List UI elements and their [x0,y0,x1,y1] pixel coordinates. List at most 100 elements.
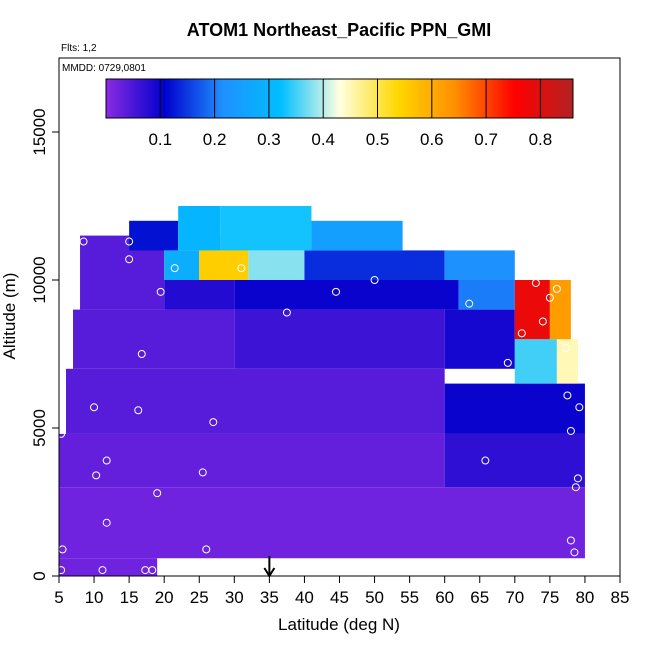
latitude-marker-arrow [263,556,276,578]
heatmap-cell [311,220,403,251]
x-tick-label: 25 [190,588,209,607]
sample-point [98,566,107,575]
colorbar-tick-label: 0.8 [529,130,553,149]
heatmap-cell [444,433,585,488]
heatmap-cell [304,250,445,280]
sample-point [209,418,218,427]
sample-point [102,518,111,527]
heatmap-cell [220,206,312,251]
marker-head [263,567,276,578]
x-tick-label: 5 [54,588,63,607]
sample-point [566,536,575,545]
x-tick-label: 65 [470,588,489,607]
heatmap-cell [164,280,235,310]
heatmap-cell [73,309,235,369]
heatmap-cell [234,309,445,369]
colorbar-gradient [105,78,574,119]
sample-point [79,237,88,246]
sample-point [134,406,143,415]
sample-point [57,429,66,438]
x-tick-label: 60 [435,588,454,607]
heatmap-cell [549,280,571,340]
sample-point [153,489,162,498]
sample-point [575,403,584,412]
sample-point [137,350,146,358]
heatmap-cell [458,280,515,310]
y-axis: 0 5000 10000 15000 [30,108,59,581]
sample-point [571,483,580,492]
sample-point [331,287,340,296]
sample-point [545,293,554,302]
heatmap-cell [444,383,585,434]
sample-point [170,264,179,273]
x-tick-label: 20 [155,588,174,607]
heatmap-cell [66,368,445,434]
sample-point [493,234,502,243]
y-tick-label: 5000 [30,409,49,447]
sample-point [92,471,101,480]
colorbar: 0.1 0.2 0.3 0.4 0.5 0.6 0.7 0.8 [105,78,574,149]
sample-point [125,255,134,264]
sample-point [90,403,99,412]
heatmap-cell [59,487,585,559]
sample-points [57,234,584,575]
heatmap-cell [514,280,550,340]
sample-point [570,548,579,557]
date-annotation: MMDD: 0729,0801 [62,63,146,74]
x-tick-label: 85 [611,588,630,607]
x-tick-label: 35 [260,588,279,607]
chart-title: ATOM1 Northeast_Pacific PPN_GMI [187,20,491,40]
colorbar-tick-label: 0.5 [366,130,390,149]
y-tick-label: 10000 [30,256,49,303]
y-tick-label: 15000 [30,108,49,155]
colorbar-tick-label: 0.7 [474,130,498,149]
x-tick-label: 30 [225,588,244,607]
heatmap-cell [514,339,557,384]
y-axis-label: Altitude (m) [0,273,19,360]
heatmap-cell [234,280,459,310]
heatmap-cell [59,433,445,488]
x-tick-label: 50 [365,588,384,607]
x-tick-label: 80 [575,588,594,607]
x-tick-label: 55 [400,588,419,607]
sample-point [562,344,571,353]
heatmap-cell [164,250,200,280]
sample-point [503,358,512,367]
sample-point [531,278,540,287]
sample-point [573,474,582,483]
heatmap-cell [444,309,515,369]
sample-point [237,264,246,273]
sample-point [566,426,575,435]
heatmap-cells [59,206,585,576]
heatmap-cell [556,339,578,384]
x-axis-label: Latitude (deg N) [278,615,400,634]
sample-point [282,308,291,317]
flights-annotation: Flts: 1,2 [61,43,97,54]
heatmap-cell [59,558,158,576]
sample-point [125,237,134,246]
x-tick-label: 40 [295,588,314,607]
sample-point [538,317,547,326]
x-tick-label: 15 [120,588,139,607]
sample-point [552,284,561,293]
colorbar-tick-label: 0.1 [148,130,172,149]
sample-point [148,566,157,575]
sample-point [198,468,207,477]
sample-point [57,566,66,575]
sample-point [481,456,490,465]
x-tick-label: 10 [85,588,104,607]
x-tick-label: 45 [330,588,349,607]
colorbar-tick-label: 0.4 [311,130,335,149]
colorbar-tick-label: 0.6 [420,130,444,149]
x-axis: 5 10 15 20 25 30 35 40 45 50 55 60 65 70 75 80 85 [54,576,629,607]
colorbar-tick-label: 0.3 [257,130,281,149]
heatmap-cell [178,206,221,251]
x-tick-label: 70 [505,588,524,607]
heatmap-cell [248,250,305,280]
sample-point [102,456,111,465]
sample-point [465,299,474,308]
sample-point [517,329,526,338]
colorbar-tick-label: 0.2 [203,130,227,149]
sample-point [370,276,379,284]
